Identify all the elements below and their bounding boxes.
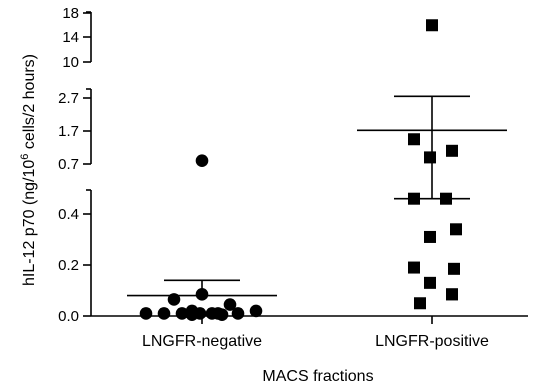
data-point-negative	[139, 307, 153, 320]
data-point-positive	[450, 223, 462, 236]
x-category-label: LNGFR-negative	[142, 333, 262, 350]
y-tick-label: 0.7	[58, 156, 79, 173]
data-point-negative	[249, 304, 263, 318]
data-point-positive	[446, 288, 458, 301]
data-point-positive	[408, 192, 420, 205]
y-ticks: 0.0 0.2 0.4 0.7 1.7 2.7 10 14 18	[58, 5, 91, 325]
data-point-negative	[195, 154, 209, 167]
x-category-label: LNGFR-positive	[375, 333, 489, 350]
data-point-negative	[231, 307, 245, 320]
data-point-positive	[440, 192, 452, 205]
data-points	[139, 19, 462, 322]
x-category-labels: LNGFR-negative LNGFR-positive	[142, 316, 489, 350]
y-tick-label: 10	[62, 54, 79, 71]
data-point-positive	[408, 261, 420, 274]
y-tick-label: 1.7	[58, 123, 79, 140]
y-axis-title: hIL-12 p70 (ng/106 cells/2 hours)	[19, 54, 38, 286]
y-tick-label: 2.7	[58, 90, 79, 107]
y-tick-label: 18	[62, 5, 79, 22]
data-point-negative	[205, 307, 219, 320]
data-point-negative	[215, 308, 229, 322]
y-tick-label: 0.0	[58, 308, 79, 325]
data-point-negative	[157, 307, 171, 320]
data-point-negative	[223, 298, 237, 311]
x-axis-title: MACS fractions	[262, 368, 373, 385]
data-point-positive	[424, 276, 436, 289]
y-tick-label: 0.4	[58, 206, 79, 223]
data-point-positive	[424, 151, 436, 164]
data-point-positive	[426, 19, 438, 32]
data-point-positive	[424, 230, 436, 243]
data-point-negative	[185, 308, 199, 322]
chart-axes	[86, 11, 528, 317]
y-tick-label: 0.2	[58, 257, 79, 274]
error-bars	[127, 95, 507, 297]
data-point-positive	[448, 262, 460, 275]
data-point-negative	[175, 307, 189, 320]
data-point-positive	[446, 144, 458, 157]
data-point-negative	[167, 293, 181, 306]
data-point-positive	[408, 133, 420, 146]
data-point-negative	[195, 288, 209, 301]
data-point-positive	[414, 297, 426, 310]
y-tick-label: 14	[62, 29, 79, 46]
